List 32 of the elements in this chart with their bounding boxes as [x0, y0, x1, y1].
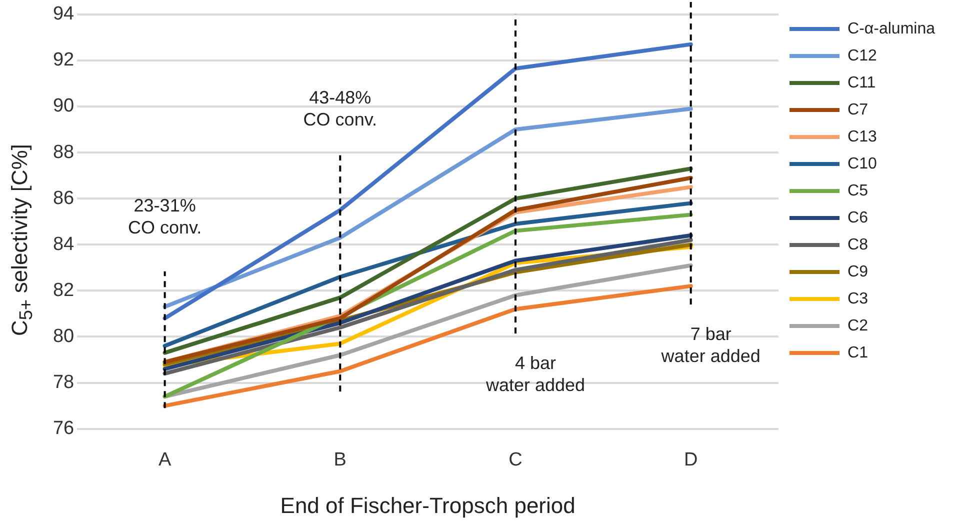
legend-label: C1 — [848, 344, 868, 362]
ref-line-label: 4 bar water added — [484, 352, 586, 395]
x-tick-label: B — [334, 449, 346, 470]
legend-label: C7 — [848, 101, 868, 118]
legend-label: C6 — [848, 209, 868, 226]
x-axis-title: End of Fischer-Tropsch period — [280, 492, 576, 518]
legend-label: C3 — [848, 290, 868, 308]
ref-line-label: 23-31% CO conv. — [128, 195, 202, 238]
legend-label: C13 — [848, 128, 877, 146]
legend-label: C12 — [848, 47, 877, 64]
y-tick-label: 80 — [52, 326, 74, 347]
y-tick-label: 84 — [52, 234, 75, 255]
y-tick-label: 92 — [52, 50, 74, 71]
x-tick-label: C — [508, 449, 522, 470]
y-tick-label: 78 — [52, 372, 74, 393]
ref-line-label: 7 bar water added — [660, 324, 760, 366]
legend-label: C11 — [848, 74, 876, 92]
ref-line-label: 43-48% CO conv. — [303, 88, 377, 130]
legend-label: C10 — [848, 155, 877, 172]
x-tick-label: D — [684, 449, 698, 470]
legend-label: C9 — [848, 263, 868, 280]
legend-label: C2 — [848, 317, 868, 334]
y-tick-label: 76 — [52, 418, 74, 440]
legend-label: C8 — [848, 236, 868, 254]
legend-label: C5 — [848, 182, 868, 200]
x-tick-label: A — [158, 449, 172, 470]
y-tick-label: 82 — [52, 280, 74, 301]
y-tick-label: 86 — [52, 188, 74, 209]
y-tick-label: 94 — [52, 4, 75, 25]
legend-label: C-α-alumina — [848, 20, 936, 38]
y-tick-label: 90 — [52, 96, 74, 117]
y-tick-label: 88 — [52, 142, 74, 163]
